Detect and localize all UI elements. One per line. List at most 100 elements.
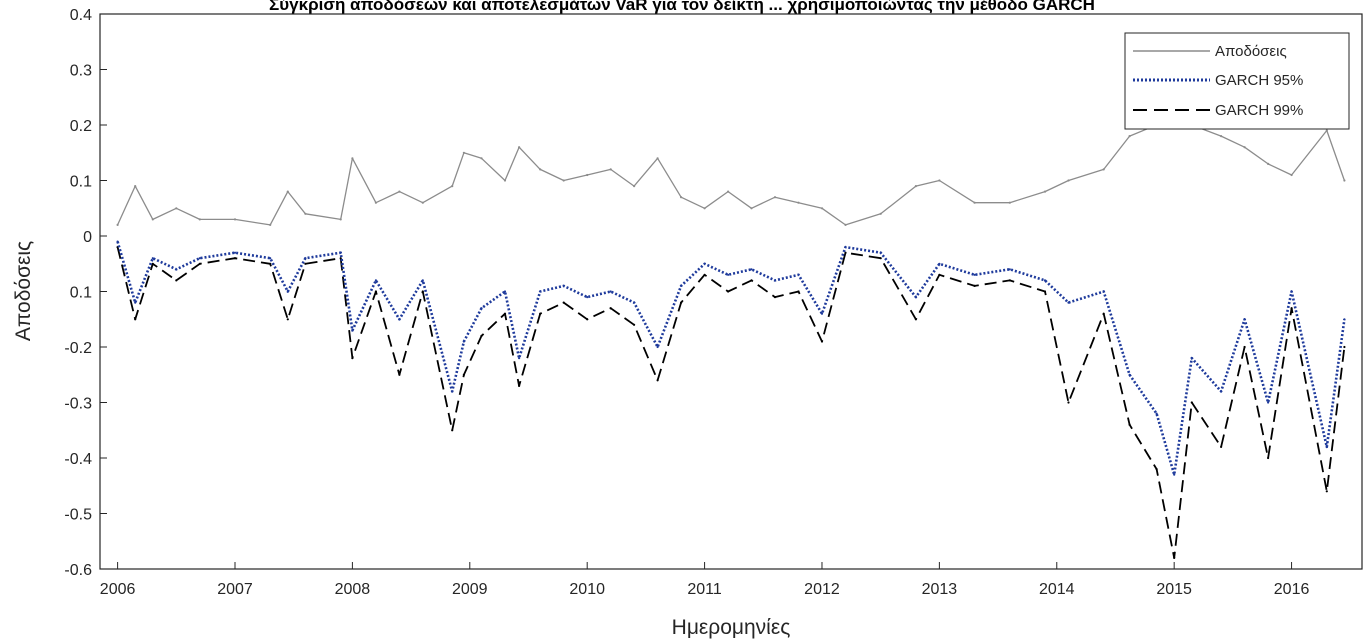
series-point-2 bbox=[727, 290, 730, 293]
series-point-0 bbox=[134, 185, 137, 188]
y-axis-title: Αποδόσεις bbox=[12, 241, 35, 341]
series-point-2 bbox=[586, 318, 589, 321]
x-axis: 2006 2007 2008 2009 2010 2011 2012 2013 2014 2015… bbox=[100, 562, 1309, 598]
legend-label-returns: Αποδόσεις bbox=[1215, 43, 1287, 60]
series-point-2 bbox=[351, 357, 354, 360]
series-point-1 bbox=[1325, 445, 1328, 448]
series-point-0 bbox=[1325, 129, 1328, 132]
series-point-2 bbox=[539, 312, 542, 315]
series-point-1 bbox=[1343, 318, 1346, 321]
series-point-1 bbox=[938, 262, 941, 265]
series-point-0 bbox=[374, 201, 377, 204]
series-point-0 bbox=[773, 196, 777, 199]
series-point-0 bbox=[1128, 135, 1131, 138]
series-point-1 bbox=[773, 279, 777, 282]
x-tick-label: 2015 bbox=[1156, 581, 1192, 598]
series-point-1 bbox=[844, 246, 847, 249]
series-point-1 bbox=[586, 296, 589, 299]
x-axis-title: Ημερομηνίες bbox=[672, 616, 791, 639]
y-tick-label: 0.3 bbox=[70, 63, 92, 80]
legend-label-garch99: GARCH 99% bbox=[1215, 102, 1303, 119]
x-tick-label: 2008 bbox=[335, 581, 371, 598]
y-tick-label: -0.4 bbox=[64, 451, 92, 468]
series-point-2 bbox=[286, 318, 289, 321]
series-point-1 bbox=[339, 251, 342, 254]
series-point-2 bbox=[503, 312, 507, 315]
series-point-0 bbox=[116, 223, 119, 226]
series-point-0 bbox=[1102, 168, 1105, 171]
x-tick-label: 2006 bbox=[100, 581, 136, 598]
series-point-0 bbox=[727, 190, 730, 193]
series-point-0 bbox=[879, 212, 882, 215]
series-point-1 bbox=[1008, 268, 1011, 271]
series-point-2 bbox=[1325, 490, 1328, 493]
series-point-0 bbox=[462, 151, 465, 154]
series-point-0 bbox=[1008, 201, 1011, 204]
x-tick-label: 2009 bbox=[452, 581, 488, 598]
series-point-0 bbox=[820, 207, 824, 210]
series-point-0 bbox=[680, 196, 683, 199]
series-point-0 bbox=[1243, 146, 1246, 149]
series-point-0 bbox=[518, 146, 521, 149]
series-point-0 bbox=[1267, 162, 1270, 165]
series-point-1 bbox=[820, 312, 824, 315]
series-point-1 bbox=[914, 296, 918, 299]
series-point-2 bbox=[938, 273, 941, 276]
series-point-1 bbox=[116, 240, 119, 243]
legend-label-garch95: GARCH 95% bbox=[1215, 72, 1303, 89]
series-point-0 bbox=[421, 201, 424, 204]
series-point-2 bbox=[1008, 279, 1011, 282]
series-point-2 bbox=[680, 301, 683, 304]
series-point-0 bbox=[586, 173, 589, 177]
y-tick-label: 0.1 bbox=[70, 174, 92, 191]
series-point-0 bbox=[503, 179, 507, 182]
series-point-2 bbox=[773, 296, 777, 299]
series-point-0 bbox=[398, 190, 401, 193]
series-point-0 bbox=[480, 157, 483, 160]
series-point-0 bbox=[339, 218, 342, 221]
series-point-1 bbox=[198, 257, 201, 260]
x-tick-label: 2007 bbox=[217, 581, 253, 598]
series-point-1 bbox=[421, 279, 424, 282]
series-point-2 bbox=[1267, 456, 1270, 460]
series-point-0 bbox=[656, 157, 659, 160]
series-point-2 bbox=[198, 262, 201, 265]
y-tick-label: 0 bbox=[83, 229, 92, 246]
series-point-2 bbox=[151, 262, 154, 265]
series-point-1 bbox=[374, 279, 377, 282]
series-point-1 bbox=[750, 268, 753, 271]
series-point-2 bbox=[1343, 345, 1346, 349]
series-point-0 bbox=[175, 207, 178, 210]
series-point-2 bbox=[374, 290, 377, 293]
series-point-0 bbox=[703, 207, 706, 210]
series-point-2 bbox=[1243, 345, 1246, 349]
series-point-2 bbox=[1128, 423, 1131, 426]
series-point-1 bbox=[1067, 301, 1070, 304]
series-point-1 bbox=[462, 340, 465, 343]
series-point-2 bbox=[304, 262, 307, 265]
series-point-2 bbox=[233, 257, 237, 260]
series-point-0 bbox=[1343, 179, 1346, 182]
series-point-0 bbox=[233, 218, 237, 221]
series-point-1 bbox=[1155, 412, 1158, 415]
series-point-0 bbox=[633, 185, 636, 188]
series-point-2 bbox=[914, 318, 918, 321]
series-point-1 bbox=[518, 357, 521, 360]
series-point-1 bbox=[879, 251, 882, 254]
series-point-1 bbox=[1267, 401, 1270, 404]
y-tick-label: -0.2 bbox=[64, 340, 92, 357]
series-point-2 bbox=[562, 301, 565, 304]
series-point-2 bbox=[820, 340, 824, 343]
series-point-2 bbox=[175, 279, 178, 282]
y-tick-label: 0.1 bbox=[70, 285, 92, 302]
series-point-2 bbox=[1173, 556, 1176, 560]
series-point-0 bbox=[269, 223, 272, 226]
series-point-0 bbox=[844, 223, 847, 226]
series-point-0 bbox=[973, 201, 976, 204]
series-point-2 bbox=[1102, 312, 1105, 315]
series-point-2 bbox=[703, 273, 706, 276]
series-point-1 bbox=[1220, 390, 1223, 393]
series-point-2 bbox=[1220, 445, 1223, 448]
series-point-0 bbox=[451, 185, 454, 188]
